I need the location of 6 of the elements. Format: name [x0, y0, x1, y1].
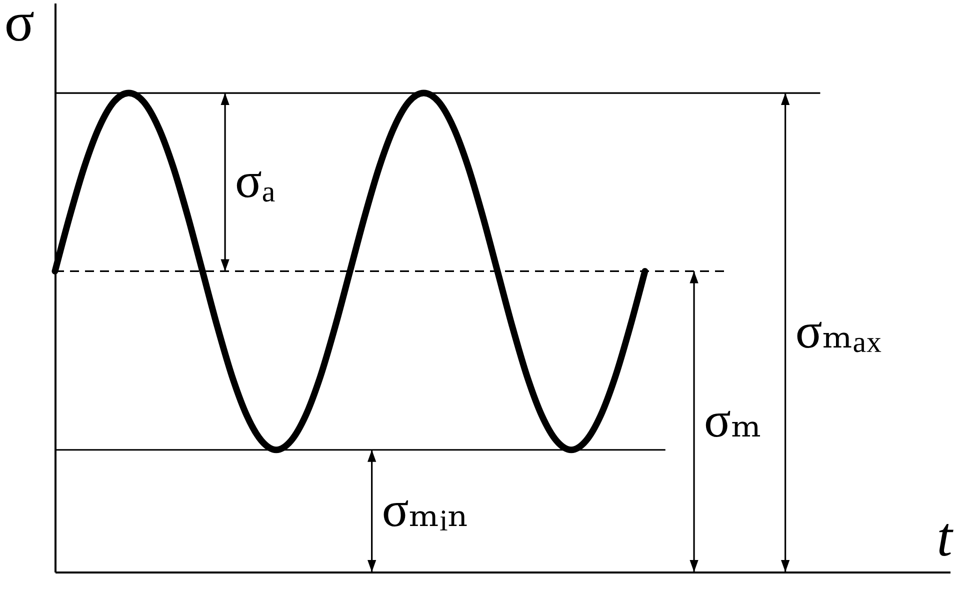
annotation: σₐ — [235, 152, 276, 208]
annotation: σₘᵢₙ — [382, 480, 470, 537]
text: σₘₐₓ — [795, 302, 882, 359]
x-axis-title: t — [936, 506, 954, 568]
text: σₘ — [704, 392, 762, 448]
y-axis-title: σ — [4, 0, 35, 54]
